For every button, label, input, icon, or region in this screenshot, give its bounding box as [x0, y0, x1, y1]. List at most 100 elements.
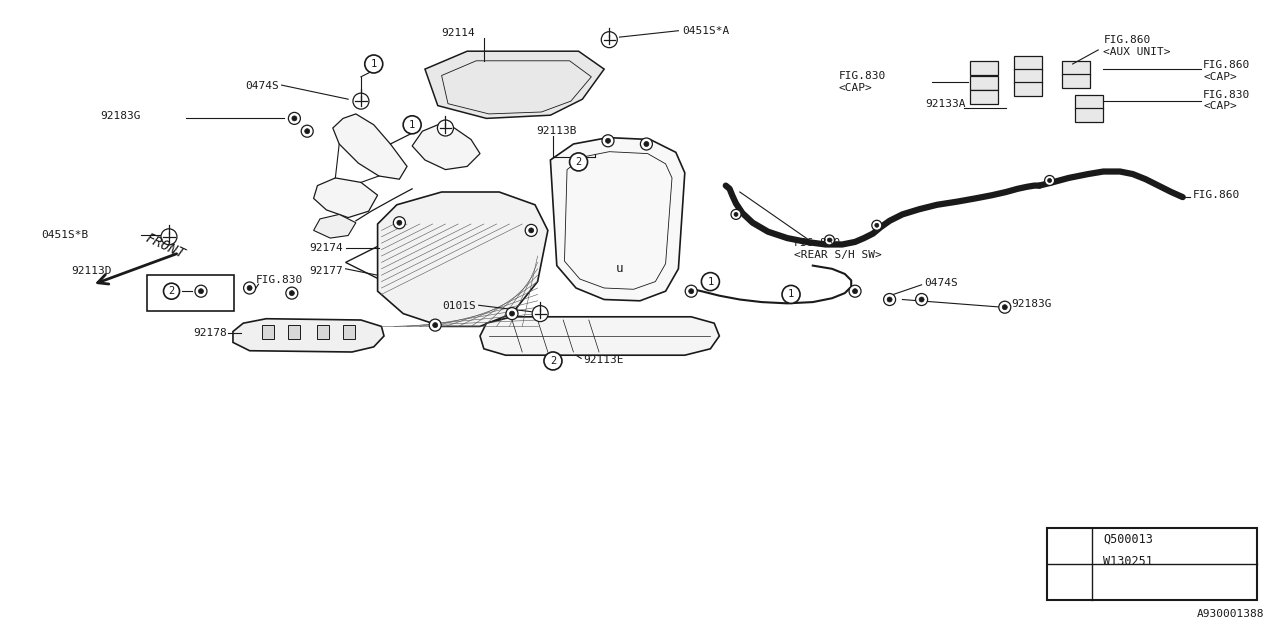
Text: <CAP>: <CAP>	[838, 83, 872, 93]
Circle shape	[529, 228, 534, 233]
Polygon shape	[314, 214, 356, 238]
Circle shape	[887, 297, 892, 302]
Circle shape	[640, 138, 653, 150]
Bar	[317, 325, 329, 339]
Circle shape	[782, 285, 800, 303]
Circle shape	[243, 282, 256, 294]
Text: 92114: 92114	[442, 28, 475, 38]
Text: 92113E: 92113E	[584, 355, 625, 365]
Bar	[1075, 95, 1103, 109]
Circle shape	[1044, 175, 1055, 186]
Bar	[1062, 61, 1091, 75]
Text: u: u	[616, 262, 623, 275]
Text: 0101S: 0101S	[443, 301, 476, 311]
Text: 0474S: 0474S	[924, 278, 957, 288]
Circle shape	[544, 352, 562, 370]
Text: 92113D: 92113D	[70, 266, 111, 276]
Text: 92174: 92174	[310, 243, 343, 253]
Polygon shape	[425, 51, 604, 118]
Polygon shape	[314, 178, 378, 218]
Polygon shape	[480, 317, 719, 355]
Text: 2: 2	[1071, 557, 1079, 567]
Text: 92183G: 92183G	[1011, 299, 1052, 309]
Circle shape	[872, 220, 882, 230]
Text: <AUX UNIT>: <AUX UNIT>	[1103, 47, 1171, 58]
Polygon shape	[333, 114, 407, 179]
Bar	[1062, 74, 1091, 88]
Polygon shape	[233, 319, 384, 352]
Text: 0451S*A: 0451S*A	[682, 26, 730, 36]
Text: 1: 1	[708, 276, 713, 287]
Circle shape	[397, 220, 402, 225]
Bar	[147, 275, 234, 311]
Circle shape	[292, 116, 297, 121]
Text: A930001388: A930001388	[1197, 609, 1265, 620]
Text: FIG.860: FIG.860	[1193, 190, 1240, 200]
Circle shape	[644, 141, 649, 147]
Polygon shape	[550, 138, 685, 301]
Circle shape	[532, 306, 548, 321]
Circle shape	[570, 153, 588, 171]
Circle shape	[1065, 529, 1085, 550]
Text: 92178: 92178	[193, 328, 227, 338]
Bar	[1014, 56, 1042, 70]
Circle shape	[353, 93, 369, 109]
Circle shape	[164, 283, 179, 299]
Text: FRONT: FRONT	[143, 231, 187, 262]
Circle shape	[198, 289, 204, 294]
Text: 0474S: 0474S	[246, 81, 279, 92]
Circle shape	[602, 31, 617, 47]
Circle shape	[1047, 179, 1052, 182]
Polygon shape	[378, 192, 548, 326]
Circle shape	[301, 125, 314, 137]
Bar	[343, 325, 355, 339]
Bar	[970, 61, 998, 75]
Text: 1: 1	[371, 59, 376, 69]
Circle shape	[1065, 552, 1085, 572]
Circle shape	[919, 297, 924, 302]
Circle shape	[509, 311, 515, 316]
Circle shape	[403, 116, 421, 134]
Circle shape	[429, 319, 442, 331]
Circle shape	[915, 294, 928, 305]
Circle shape	[849, 285, 861, 297]
Circle shape	[433, 323, 438, 328]
Text: W130251: W130251	[1103, 556, 1153, 568]
Circle shape	[1002, 305, 1007, 310]
Text: 2: 2	[169, 286, 174, 296]
Text: 1: 1	[788, 289, 794, 300]
Circle shape	[438, 120, 453, 136]
Text: 92177: 92177	[310, 266, 343, 276]
Circle shape	[525, 225, 538, 236]
Circle shape	[289, 291, 294, 296]
Text: 92183G: 92183G	[100, 111, 141, 122]
Text: FIG.830: FIG.830	[1203, 90, 1251, 100]
Text: <CAP>: <CAP>	[1203, 101, 1236, 111]
Text: FIG.830: FIG.830	[838, 70, 886, 81]
Circle shape	[305, 129, 310, 134]
Circle shape	[689, 289, 694, 294]
Text: FIG.830: FIG.830	[256, 275, 303, 285]
Bar	[262, 325, 274, 339]
Text: <CAP>: <CAP>	[1203, 72, 1236, 82]
Text: 2: 2	[576, 157, 581, 167]
Circle shape	[852, 289, 858, 294]
Text: 2: 2	[550, 356, 556, 366]
Text: <REAR S/H SW>: <REAR S/H SW>	[794, 250, 882, 260]
Circle shape	[883, 294, 896, 305]
Circle shape	[731, 209, 741, 220]
Text: 1: 1	[1071, 534, 1079, 545]
Circle shape	[393, 217, 406, 228]
Circle shape	[998, 301, 1011, 313]
Text: FIG.860: FIG.860	[1203, 60, 1251, 70]
Circle shape	[733, 212, 739, 216]
Bar	[1075, 108, 1103, 122]
Text: 1: 1	[410, 120, 415, 130]
Circle shape	[285, 287, 298, 299]
Circle shape	[824, 235, 835, 245]
Circle shape	[602, 135, 614, 147]
Circle shape	[605, 138, 611, 143]
Circle shape	[161, 228, 177, 244]
Circle shape	[506, 308, 518, 319]
Circle shape	[195, 285, 207, 297]
